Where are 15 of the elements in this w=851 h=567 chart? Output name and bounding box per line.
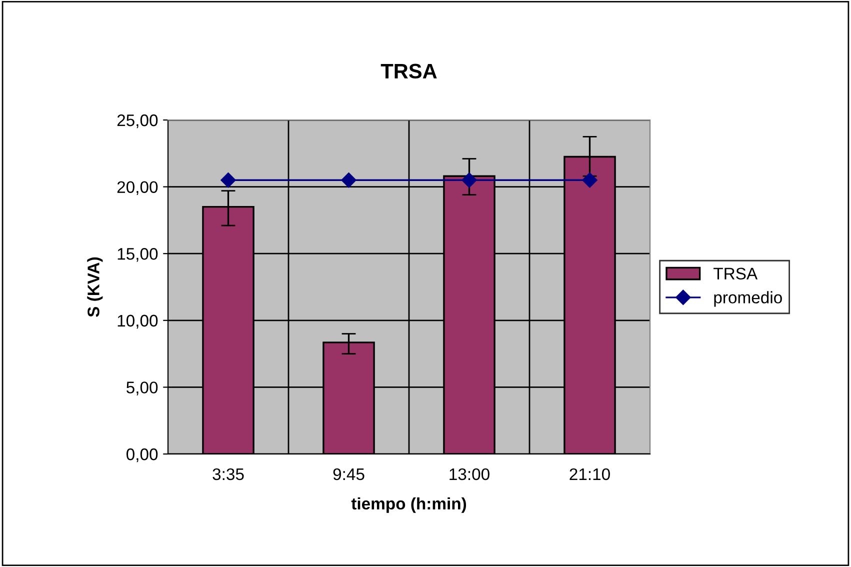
chart-title: TRSA	[380, 64, 437, 79]
x-axis-title: tiempo (h:min)	[351, 497, 466, 513]
y-tick-label: 5,00	[126, 382, 158, 396]
x-tick-label: 13:00	[450, 468, 490, 480]
legend-label: promedio	[714, 291, 782, 307]
y-tick-label: 20,00	[117, 181, 158, 195]
y-tick-label: 15,00	[118, 248, 158, 262]
x-tick-label: 9:45	[333, 468, 364, 480]
x-tick-label: 3:35	[212, 468, 244, 480]
legend-label: TRSA	[714, 268, 758, 280]
y-tick-label: 0,00	[126, 448, 158, 462]
y-tick-label: 10,00	[118, 314, 158, 329]
x-tick-label: 21:10	[570, 468, 610, 480]
y-tick-label: 25,00	[117, 114, 158, 128]
y-axis-title: S (KVA)	[87, 257, 103, 317]
